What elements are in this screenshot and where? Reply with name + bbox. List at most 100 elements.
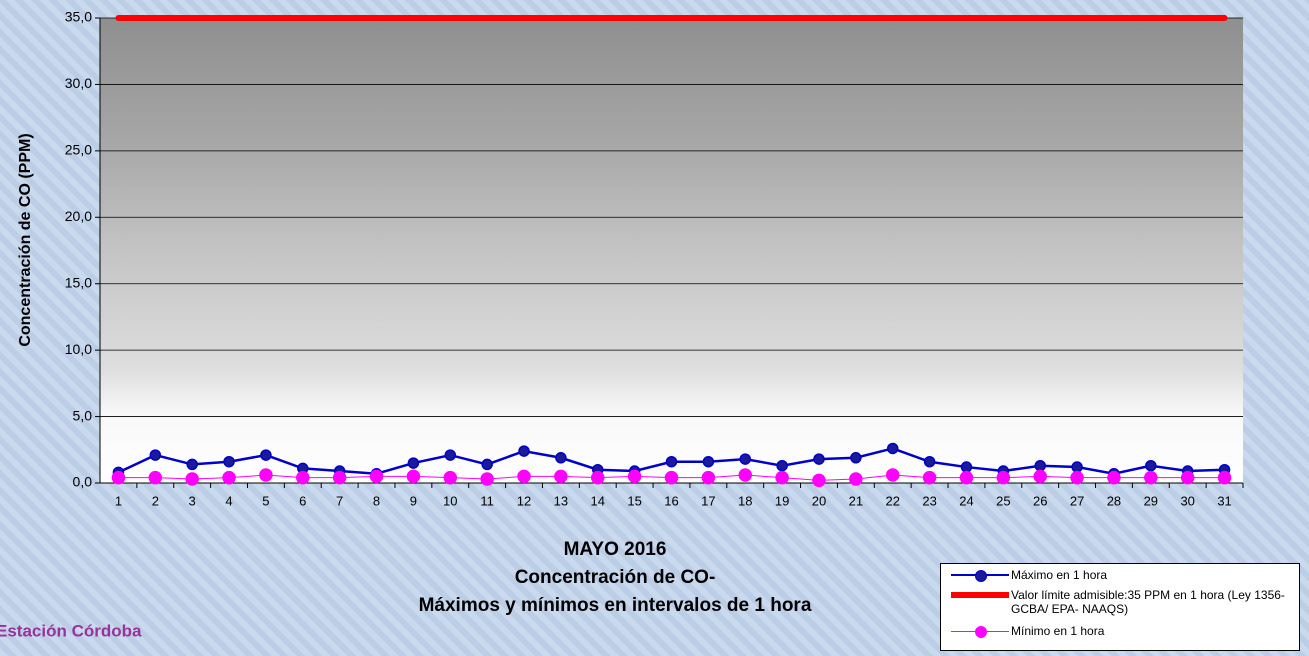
- x-tick-label: 29: [1144, 493, 1158, 508]
- x-tick-label: 25: [996, 493, 1010, 508]
- x-tick-label: 18: [738, 493, 752, 508]
- y-tick-label: 20,0: [65, 208, 92, 224]
- x-tick-label: 19: [775, 493, 789, 508]
- x-tick-label: 10: [443, 493, 457, 508]
- data-point: [1071, 472, 1083, 484]
- x-tick-label: 20: [812, 493, 826, 508]
- x-tick-label: 30: [1180, 493, 1194, 508]
- legend-label: Valor límite admisible:35 PPM en 1 hora …: [1011, 588, 1299, 616]
- chart: Concentración de CO (PPM) MAYO 2016 Conc…: [0, 0, 1309, 656]
- x-tick-label: 15: [627, 493, 641, 508]
- page: Concentración de CO (PPM) MAYO 2016 Conc…: [0, 0, 1309, 656]
- data-point: [555, 470, 567, 482]
- data-point: [556, 453, 566, 463]
- x-tick-label: 4: [225, 493, 232, 508]
- legend-marker: [975, 570, 987, 582]
- x-tick-label: 16: [664, 493, 678, 508]
- data-point: [1219, 472, 1231, 484]
- data-point: [334, 472, 346, 484]
- data-point: [997, 472, 1009, 484]
- x-tick-label: 14: [591, 493, 605, 508]
- data-point: [925, 457, 935, 467]
- data-point: [444, 472, 456, 484]
- data-point: [703, 457, 713, 467]
- data-point: [1145, 472, 1157, 484]
- data-point: [1108, 472, 1120, 484]
- data-point: [150, 450, 160, 460]
- data-point: [1146, 461, 1156, 471]
- x-tick-label: 21: [849, 493, 863, 508]
- data-point: [777, 461, 787, 471]
- x-tick-label: 5: [262, 493, 269, 508]
- data-point: [667, 457, 677, 467]
- data-point: [518, 470, 530, 482]
- x-tick-label: 6: [299, 493, 306, 508]
- data-point: [1034, 470, 1046, 482]
- data-point: [408, 458, 418, 468]
- data-point: [297, 472, 309, 484]
- y-tick-label: 30,0: [65, 75, 92, 91]
- y-tick-label: 10,0: [65, 341, 92, 357]
- x-tick-label: 11: [480, 493, 494, 508]
- data-point: [187, 459, 197, 469]
- data-point: [1072, 462, 1082, 472]
- data-point: [740, 454, 750, 464]
- data-point: [702, 472, 714, 484]
- x-tick-label: 9: [410, 493, 417, 508]
- data-point: [888, 443, 898, 453]
- data-point: [260, 469, 272, 481]
- x-tick-label: 13: [554, 493, 568, 508]
- x-tick-label: 1: [115, 493, 122, 508]
- x-tick-label: 8: [373, 493, 380, 508]
- x-tick-label: 12: [517, 493, 531, 508]
- x-tick-label: 27: [1070, 493, 1084, 508]
- data-point: [739, 469, 751, 481]
- y-tick-label: 25,0: [65, 142, 92, 158]
- x-tick-label: 28: [1107, 493, 1121, 508]
- data-point: [887, 469, 899, 481]
- data-point: [481, 473, 493, 485]
- legend-swatch: [951, 592, 1009, 598]
- y-tick-label: 5,0: [73, 407, 93, 423]
- x-tick-label: 22: [885, 493, 899, 508]
- data-point: [445, 450, 455, 460]
- data-point: [186, 473, 198, 485]
- legend: Máximo en 1 hora Valor límite admisible:3…: [940, 563, 1300, 651]
- y-tick-label: 0,0: [73, 474, 93, 490]
- data-point: [592, 472, 604, 484]
- data-point: [407, 470, 419, 482]
- data-point: [666, 472, 678, 484]
- x-tick-label: 23: [922, 493, 936, 508]
- data-point: [149, 472, 161, 484]
- data-point: [1035, 461, 1045, 471]
- x-tick-label: 7: [336, 493, 343, 508]
- y-tick-label: 15,0: [65, 274, 92, 290]
- data-point: [224, 457, 234, 467]
- x-tick-label: 26: [1033, 493, 1047, 508]
- data-point: [814, 454, 824, 464]
- title: Concentración de CO-: [515, 567, 716, 588]
- plot-area: [100, 18, 1243, 483]
- title: Máximos y mínimos en intervalos de 1 hor…: [419, 595, 812, 616]
- data-point: [960, 472, 972, 484]
- data-point: [482, 459, 492, 469]
- data-point: [223, 472, 235, 484]
- y-axis-label: Concentración de CO (PPM): [17, 133, 34, 346]
- x-tick-label: 17: [701, 493, 715, 508]
- title: MAYO 2016: [564, 539, 667, 560]
- x-tick-label: 2: [152, 493, 159, 508]
- data-point: [371, 470, 383, 482]
- legend-label: Máximo en 1 hora: [1011, 568, 1299, 582]
- x-tick-label: 3: [189, 493, 196, 508]
- data-point: [776, 472, 788, 484]
- data-point: [850, 473, 862, 485]
- y-tick-label: 35,0: [65, 9, 92, 25]
- data-point: [851, 453, 861, 463]
- legend-label: Mínimo en 1 hora: [1011, 624, 1299, 638]
- data-point: [961, 462, 971, 472]
- data-point: [112, 472, 124, 484]
- data-point: [261, 450, 271, 460]
- x-tick-label: 24: [959, 493, 973, 508]
- data-point: [1182, 472, 1194, 484]
- data-point: [629, 470, 641, 482]
